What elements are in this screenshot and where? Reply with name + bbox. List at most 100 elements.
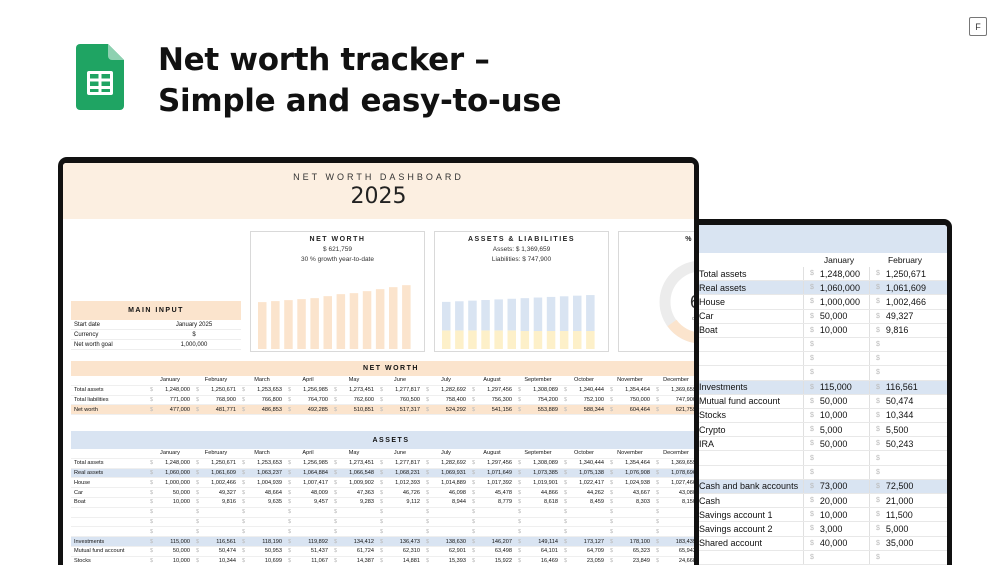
table-cell[interactable]: $ [469,509,515,515]
table-cell[interactable]: $ [285,529,331,535]
table-cell[interactable]: $115,000 [803,380,869,394]
table-cell[interactable]: $1,253,653 [239,387,285,393]
table-cell[interactable]: $ [469,529,515,535]
table-cell[interactable]: $16,469 [515,558,561,564]
table-cell[interactable]: $35,000 [869,536,935,550]
table-cell[interactable]: $8,779 [469,499,515,505]
table-cell[interactable]: $9,635 [239,499,285,505]
table-cell[interactable]: $1,002,466 [193,480,239,486]
table-cell[interactable]: $44,866 [515,490,561,496]
table-cell[interactable]: $1,014,889 [423,480,469,486]
table-cell[interactable]: $1,004,939 [239,480,285,486]
table-cell[interactable]: $10,344 [193,558,239,564]
table-cell[interactable]: $63,498 [469,548,515,554]
table-cell[interactable]: $588,344 [561,407,607,413]
table-cell[interactable]: $ [469,519,515,525]
table-cell[interactable]: $15,922 [469,558,515,564]
table-cell[interactable]: $766,800 [239,397,285,403]
table-cell[interactable]: $23,059 [561,558,607,564]
table-cell[interactable]: $1,277,817 [377,460,423,466]
table-cell[interactable]: $65,323 [607,548,653,554]
table-cell[interactable]: $1,297,456 [469,387,515,393]
table-cell[interactable]: $ [193,509,239,515]
table-cell[interactable]: $1,256,985 [285,460,331,466]
input-row[interactable]: Currency $ [71,330,241,340]
table-cell[interactable]: $44,262 [561,490,607,496]
table-cell[interactable]: $45,478 [469,490,515,496]
table-cell[interactable]: $50,000 [803,309,869,323]
table-cell[interactable]: $ [239,529,285,535]
table-cell[interactable]: $1,369,659 [653,387,694,393]
table-cell[interactable]: $ [869,352,935,366]
table-cell[interactable]: $146,207 [469,539,515,545]
table-cell[interactable]: $1,000,000 [803,295,869,309]
table-cell[interactable]: $1,308,089 [515,460,561,466]
table-cell[interactable]: $771,000 [147,397,193,403]
table-cell[interactable]: $62,310 [377,548,423,554]
table-cell[interactable]: $768,900 [193,397,239,403]
table-cell[interactable]: $116,561 [869,380,935,394]
table-cell[interactable]: $20,000 [803,494,869,508]
table-cell[interactable]: $14,881 [377,558,423,564]
table-cell[interactable]: $1,273,451 [331,460,377,466]
table-cell[interactable]: $183,439 [653,539,694,545]
table-cell[interactable]: $1,340,444 [561,460,607,466]
net-worth-goal-field[interactable]: 1,000,000 [180,341,208,348]
table-cell[interactable]: $1,256,985 [285,387,331,393]
table-cell[interactable]: $1,340,444 [561,387,607,393]
start-date-field[interactable]: January 2025 [175,321,213,328]
table-cell[interactable]: $ [377,529,423,535]
table-cell[interactable]: $756,300 [469,397,515,403]
table-cell[interactable]: $604,464 [607,407,653,413]
table-cell[interactable]: $ [607,529,653,535]
table-cell[interactable]: $11,500 [869,508,935,522]
table-cell[interactable]: $1,308,089 [515,387,561,393]
table-cell[interactable]: $1,019,901 [515,480,561,486]
table-cell[interactable]: $50,953 [239,548,285,554]
table-cell[interactable]: $1,354,464 [607,460,653,466]
table-cell[interactable]: $ [803,451,869,465]
table-cell[interactable]: $8,944 [423,499,469,505]
table-cell[interactable]: $5,000 [869,522,935,536]
table-cell[interactable]: $64,101 [515,548,561,554]
table-cell[interactable]: $ [869,337,935,352]
table-cell[interactable]: $48,009 [285,490,331,496]
table-cell[interactable]: $1,017,392 [469,480,515,486]
table-cell[interactable]: $ [423,509,469,515]
table-cell[interactable]: $1,297,456 [469,460,515,466]
table-cell[interactable]: $1,007,417 [285,480,331,486]
table-cell[interactable]: $ [803,550,869,564]
table-cell[interactable]: $8,459 [561,499,607,505]
table-cell[interactable]: $9,283 [331,499,377,505]
table-cell[interactable]: $1,076,908 [607,470,653,476]
table-cell[interactable]: $3,000 [803,522,869,536]
table-cell[interactable]: $ [561,519,607,525]
table-cell[interactable]: $ [515,509,561,515]
table-cell[interactable]: $8,150 [653,499,694,505]
table-cell[interactable]: $46,726 [377,490,423,496]
table-cell[interactable]: $ [331,529,377,535]
table-cell[interactable]: $138,630 [423,539,469,545]
table-cell[interactable]: $5,500 [869,423,935,437]
table-cell[interactable]: $ [377,519,423,525]
table-cell[interactable]: $134,412 [331,539,377,545]
table-cell[interactable]: $10,000 [147,499,193,505]
table-cell[interactable]: $ [515,529,561,535]
table-cell[interactable]: $1,369,659 [653,460,694,466]
table-cell[interactable]: $50,000 [147,548,193,554]
table-cell[interactable]: $541,156 [469,407,515,413]
table-cell[interactable]: $1,282,692 [423,460,469,466]
table-cell[interactable]: $64,709 [561,548,607,554]
table-cell[interactable]: $1,248,000 [147,387,193,393]
table-cell[interactable]: $ [653,509,694,515]
table-cell[interactable]: $ [869,550,935,564]
table-cell[interactable]: $ [331,509,377,515]
table-cell[interactable]: $1,273,451 [331,387,377,393]
table-cell[interactable]: $47,363 [331,490,377,496]
table-cell[interactable]: $149,114 [515,539,561,545]
table-cell[interactable]: $754,200 [515,397,561,403]
table-cell[interactable]: $ [869,366,935,380]
currency-field[interactable]: $ [192,331,196,338]
table-cell[interactable]: $50,000 [803,437,869,451]
table-cell[interactable]: $9,816 [193,499,239,505]
